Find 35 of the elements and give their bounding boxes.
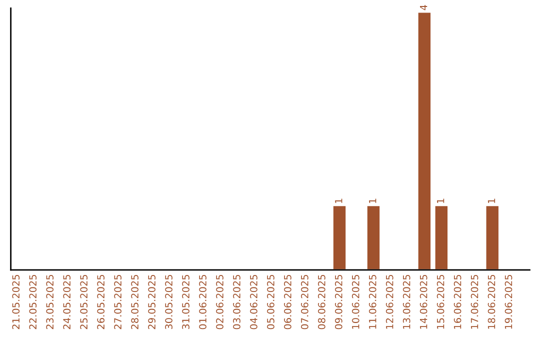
x-tick-label: 29.05.2025	[148, 274, 156, 330]
data-label: 1	[335, 198, 342, 204]
x-tick-label: 24.05.2025	[63, 274, 71, 330]
x-tick-label: 22.05.2025	[29, 274, 37, 330]
data-label: 4	[420, 5, 428, 10]
x-tick-label: 11.06.2025	[368, 274, 376, 329]
x-tick-label: 02.06.2025	[216, 274, 224, 330]
x-tick-label: 07.06.2025	[300, 274, 308, 330]
x-tick-label: 15.06.2025	[436, 274, 444, 329]
x-tick-label: 25.05.2025	[80, 274, 88, 330]
x-tick-label: 27.05.2025	[114, 274, 122, 330]
x-tick-label: 05.06.2025	[267, 274, 274, 330]
data-label: 1	[488, 198, 496, 204]
x-tick-label: 10.06.2025	[352, 274, 360, 329]
data-label: 1	[437, 198, 444, 204]
x-tick-label: 30.05.2025	[165, 274, 172, 330]
x-tick-label: 14.06.2025	[420, 274, 428, 329]
x-tick-label: 13.06.2025	[402, 274, 410, 329]
x-tick-label: 06.06.2025	[284, 274, 292, 330]
x-tick-label: 12.06.2025	[386, 274, 394, 329]
x-tick-label: 09.06.2025	[334, 274, 342, 330]
x-tick-label: 21.05.2025	[12, 274, 20, 330]
x-tick-label: 08.06.2025	[318, 274, 326, 330]
x-tick-label: 19.06.2025	[504, 274, 512, 329]
x-tick-label: 23.05.2025	[46, 274, 54, 330]
x-tick-label: 16.06.2025	[454, 274, 462, 329]
x-tick-label: 18.06.2025	[488, 274, 496, 329]
x-tick-label: 28.05.2025	[131, 274, 138, 330]
x-tick-label: 17.06.2025	[470, 274, 478, 329]
x-tick-label: 03.06.2025	[233, 274, 240, 330]
data-label: 1	[369, 198, 376, 204]
x-tick-label: 04.06.2025	[250, 274, 258, 330]
x-tick-label: 26.05.2025	[97, 274, 104, 330]
x-tick-label: 01.06.2025	[199, 274, 206, 330]
x-tick-label: 31.05.2025	[182, 274, 190, 330]
